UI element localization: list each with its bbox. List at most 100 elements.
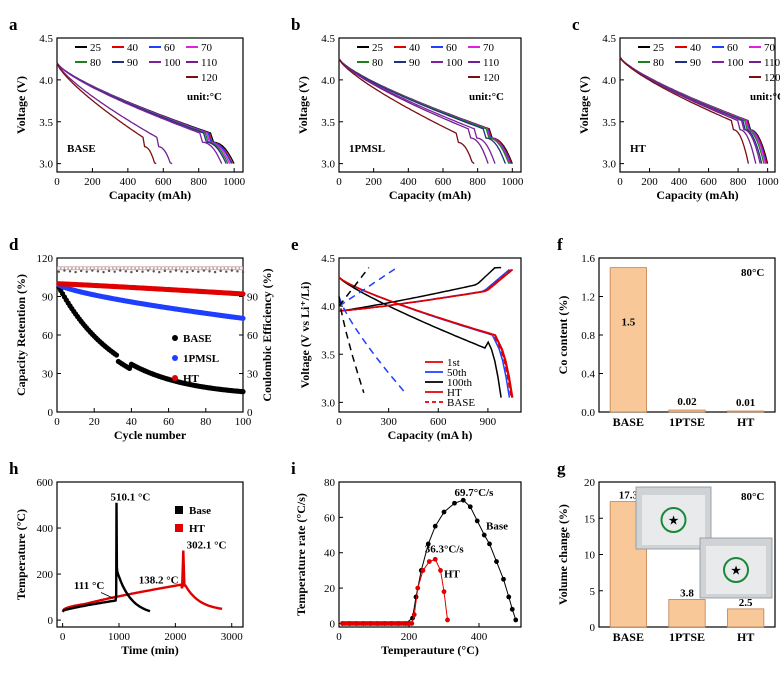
discharge-curve-100th	[338, 276, 502, 398]
panel-c: 0 200 400 600 800 1000 3.0 3.5 4.0 4.5 Capacity (m…	[572, 15, 780, 202]
y-axis-title: Co content (%)	[556, 296, 570, 375]
panel-letter: e	[291, 235, 299, 254]
x-tick-label: 1000	[223, 176, 246, 188]
ce-marker	[169, 270, 172, 273]
y-tick-label: 3.5	[39, 117, 53, 129]
plot-frame	[338, 257, 522, 413]
ce-marker	[113, 270, 116, 273]
y-tick-label: 4.5	[39, 33, 53, 45]
ce-marker	[101, 266, 106, 271]
ce-marker	[94, 266, 98, 271]
panel-e: 0 300 600 900 3.0 3.5 4.0 4.5 Capacity (mA h) Vol…	[291, 235, 522, 442]
temperature-curve-Base	[62, 502, 151, 613]
y-tick-label: 40	[324, 548, 336, 560]
star-icon: ★	[669, 515, 679, 527]
ce-marker	[90, 266, 95, 271]
bar-HT	[727, 410, 765, 413]
bar-BASE	[609, 267, 647, 413]
ce-marker	[127, 266, 132, 271]
y-tick-label: 200	[37, 569, 54, 581]
x-tick-label: 20	[89, 416, 101, 428]
legend-label: 90	[690, 57, 702, 69]
y-tick-label: 60	[324, 512, 336, 524]
panel-i: 0 200 400 0 20 40 60 80 Temperauture (°C) Tempera…	[291, 459, 522, 657]
ce-marker	[124, 270, 128, 273]
data-point-BASE	[126, 365, 133, 371]
series-line-120	[338, 58, 475, 165]
ce-marker	[186, 270, 189, 274]
legend-label: HT	[183, 373, 200, 385]
panel-letter: f	[557, 235, 563, 254]
electrolyte-label: 1PMSL	[349, 143, 385, 155]
x-tick-label: 400	[120, 176, 137, 188]
y-tick-label: 1.2	[581, 292, 595, 304]
x-tick-label: 800	[190, 176, 207, 188]
data-point-Base	[501, 576, 506, 582]
data-point-HT	[415, 585, 421, 591]
x-axis-title: Capacity (mA h)	[388, 428, 473, 442]
ce-marker	[202, 266, 206, 271]
x-axis-title: Temperauture (°C)	[381, 643, 479, 657]
data-label: 0.02	[677, 396, 697, 408]
y-axis-title: Temperature (°C)	[14, 509, 28, 600]
legend-label: 70	[483, 42, 495, 54]
ce-marker	[191, 269, 194, 273]
y2-axis-title: Coulombic Efficiency (%)	[260, 268, 274, 401]
data-label: 1.5	[621, 316, 635, 328]
x-tick-label: 800	[730, 176, 747, 188]
ce-marker	[158, 270, 161, 274]
ce-marker	[187, 266, 191, 271]
ce-marker	[91, 269, 94, 272]
ce-marker	[68, 270, 72, 273]
panel-letter: a	[9, 15, 18, 34]
ce-marker	[116, 266, 121, 271]
data-point-Base	[425, 541, 431, 547]
ce-marker	[190, 266, 195, 271]
ce-marker	[183, 266, 188, 271]
panel-letter: i	[291, 459, 296, 478]
data-label: 0.01	[736, 397, 755, 409]
data-point-HT	[445, 617, 450, 623]
legend-label: 70	[764, 42, 776, 54]
plot-frame	[56, 37, 244, 173]
ce-marker	[172, 266, 177, 271]
ce-marker	[75, 266, 80, 271]
x-tick-label: 0	[336, 176, 342, 188]
annotation-peak-base: 69.7°C/s	[455, 487, 495, 499]
y-tick-label: 3.0	[602, 159, 616, 171]
data-label: 2.5	[739, 597, 753, 609]
series-line-100	[56, 62, 223, 164]
ce-marker	[68, 266, 72, 271]
y-tick-label: 5	[590, 586, 596, 598]
panel-letter: g	[557, 459, 566, 478]
ce-marker	[83, 266, 87, 271]
ce-marker	[146, 266, 151, 271]
ce-marker	[224, 266, 229, 271]
plot-frame	[338, 37, 522, 173]
x-tick-label: 0	[617, 176, 623, 188]
ce-marker	[180, 270, 183, 273]
ce-marker	[102, 270, 105, 274]
data-point-Base	[460, 497, 466, 503]
unit-label: unit:°C	[750, 91, 780, 103]
ce-marker	[105, 266, 110, 271]
panel-g: 0 5 10 15 20 Volume change (%) g 17.3 BASE 3.8 1PT…	[556, 459, 776, 644]
annotation-onset-ht: 138.2 °C	[139, 574, 179, 586]
ce-marker	[213, 270, 217, 274]
data-point-Base	[432, 523, 438, 529]
data-point-Base	[467, 504, 473, 510]
temperature-curve-HT	[61, 550, 223, 613]
legend-label: 110	[201, 57, 218, 69]
legend-label: 90	[127, 57, 139, 69]
legend-label: 120	[764, 72, 780, 84]
legend-label: 80	[90, 57, 102, 69]
plot-frame	[338, 481, 522, 628]
legend-marker	[172, 335, 178, 341]
x-axis-title: Capacity (mAh)	[109, 188, 191, 202]
ce-marker	[146, 269, 150, 272]
ce-marker	[194, 266, 199, 271]
y2-tick-label: 60	[247, 330, 259, 342]
data-point-HT	[411, 612, 417, 618]
x-tick-label: 1000	[501, 176, 524, 188]
ce-marker	[86, 266, 91, 271]
